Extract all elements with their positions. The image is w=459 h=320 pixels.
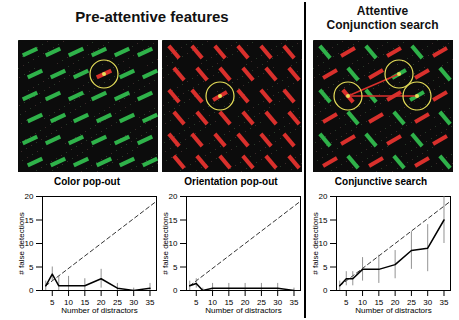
svg-text:# false detections: # false detections <box>311 212 320 274</box>
svg-text:15: 15 <box>374 298 384 308</box>
svg-text:10: 10 <box>208 298 217 308</box>
svg-text:10: 10 <box>358 298 367 308</box>
html-text:Color pop-out: Color pop-out <box>54 176 120 187</box>
svg-text:10: 10 <box>168 239 178 249</box>
svg-text:30: 30 <box>273 298 283 308</box>
svg-text:5: 5 <box>323 263 328 272</box>
svg-text:10: 10 <box>64 298 73 308</box>
svg-text:30: 30 <box>129 298 139 308</box>
svg-text:5: 5 <box>194 298 199 307</box>
svg-text:15: 15 <box>318 215 328 225</box>
svg-text:Number of distractors: Number of distractors <box>355 306 431 315</box>
svg-text:5: 5 <box>344 298 349 307</box>
svg-text:15: 15 <box>24 215 34 225</box>
svg-text:# false detections: # false detections <box>17 212 26 274</box>
svg-text:10: 10 <box>318 239 328 249</box>
html-text:Attentive: Attentive <box>356 4 409 18</box>
svg-text:25: 25 <box>257 298 266 308</box>
svg-text:10: 10 <box>24 239 34 249</box>
html-text:Orientation pop-out: Orientation pop-out <box>184 176 278 187</box>
svg-text:0: 0 <box>29 286 34 295</box>
svg-text:0: 0 <box>323 286 328 295</box>
svg-text:20: 20 <box>25 192 34 201</box>
svg-text:15: 15 <box>224 298 234 308</box>
svg-text:15: 15 <box>80 298 90 308</box>
svg-text:30: 30 <box>423 298 433 308</box>
html-text:Conjunction search: Conjunction search <box>326 18 439 32</box>
svg-text:20: 20 <box>390 298 400 308</box>
svg-text:25: 25 <box>113 298 122 308</box>
svg-text:# false detections: # false detections <box>161 212 170 274</box>
svg-text:35: 35 <box>440 298 449 307</box>
svg-text:35: 35 <box>146 298 155 307</box>
svg-text:Number of distractors: Number of distractors <box>61 306 137 315</box>
svg-text:35: 35 <box>290 298 299 307</box>
svg-text:5: 5 <box>50 298 55 307</box>
svg-text:20: 20 <box>319 192 328 201</box>
svg-text:Number of distractors: Number of distractors <box>205 306 281 315</box>
svg-text:0: 0 <box>173 286 178 295</box>
svg-text:5: 5 <box>173 263 178 272</box>
html-text:Pre-attentive features: Pre-attentive features <box>75 8 229 25</box>
svg-text:20: 20 <box>96 298 106 308</box>
svg-text:20: 20 <box>240 298 250 308</box>
svg-text:20: 20 <box>169 192 178 201</box>
html-text:Conjunctive search: Conjunctive search <box>334 176 428 187</box>
svg-text:25: 25 <box>407 298 416 308</box>
svg-text:15: 15 <box>168 215 178 225</box>
svg-text:5: 5 <box>29 263 34 272</box>
